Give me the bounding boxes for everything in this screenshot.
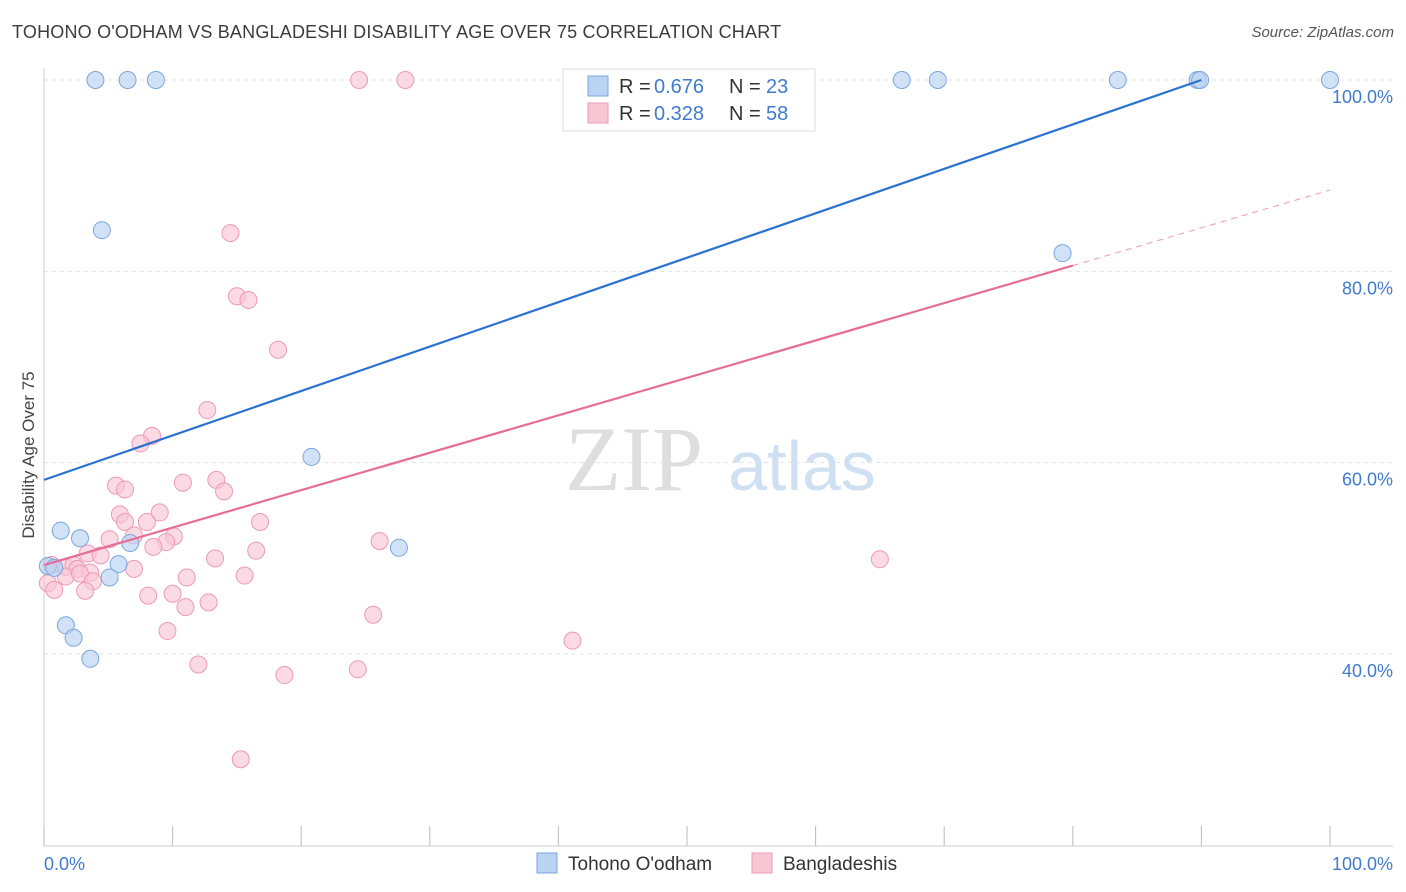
- legend-r-value-pink: 0.328: [654, 103, 704, 125]
- watermark-zip: ZIP: [565, 408, 703, 510]
- bangladeshi-point: [116, 512, 135, 531]
- bangladeshi-point: [870, 550, 889, 569]
- bangladeshi-point: [275, 666, 294, 685]
- bangladeshi-point: [348, 660, 367, 679]
- source-label: Source: ZipAtlas.com: [1251, 24, 1394, 41]
- tohono-point: [64, 628, 83, 647]
- bangladeshi-point: [350, 71, 369, 89]
- bangladeshi-point: [189, 655, 208, 674]
- y-tick-label-60: 60.0%: [1342, 470, 1393, 490]
- bangladeshi-point: [150, 503, 169, 522]
- bangladeshi-point: [251, 512, 270, 531]
- bangladeshi-trend-extension: [1072, 189, 1331, 267]
- bangladeshi-point: [45, 580, 64, 599]
- bangladeshi-point: [137, 512, 156, 531]
- tohono-point: [109, 555, 128, 574]
- bangladeshi-point: [199, 593, 218, 612]
- y-axis-label: Disability Age Over 75: [19, 371, 38, 538]
- bangladeshi-point: [76, 581, 95, 600]
- bangladeshi-trend-line: [43, 264, 1074, 567]
- tohono-point: [928, 71, 947, 89]
- x-tick-max: 100.0%: [1332, 854, 1393, 874]
- legend-r-value-blue: 0.676: [654, 76, 704, 98]
- bangladeshi-point: [396, 71, 415, 89]
- chart-title: TOHONO O'ODHAM VS BANGLADESHI DISABILITY…: [12, 22, 782, 42]
- tohono-trend-line: [43, 78, 1202, 481]
- tohono-point: [1053, 244, 1072, 263]
- bangladeshi-point: [139, 586, 158, 605]
- tohono-point: [118, 71, 137, 89]
- tohono-point: [92, 221, 111, 240]
- stats-legend: R = 0.676 N = 23 R = 0.328 N = 58: [562, 68, 816, 132]
- legend-r-label-pink: R =: [619, 103, 651, 125]
- tohono-point: [71, 529, 90, 548]
- axes: [43, 68, 1393, 847]
- legend-n-value-pink: 58: [766, 103, 788, 125]
- tohono-point: [1108, 71, 1127, 89]
- bangladeshi-point: [177, 568, 196, 587]
- bangladeshi-point: [163, 584, 182, 603]
- tohono-point: [146, 71, 165, 89]
- y-tick-labels: 40.0% 60.0% 80.0% 100.0%: [1332, 87, 1393, 681]
- bangladeshi-point: [91, 546, 110, 565]
- legend-r-label-blue: R =: [619, 76, 651, 98]
- data-points: [38, 71, 1339, 769]
- tohono-point: [86, 71, 105, 89]
- tohono-point: [1321, 71, 1339, 89]
- tohono-point: [302, 447, 321, 466]
- bangladeshi-point: [176, 598, 195, 617]
- bangladeshi-point: [239, 291, 258, 310]
- bangladeshi-point: [247, 541, 266, 560]
- bangladeshi-point: [144, 537, 163, 556]
- tohono-point: [389, 538, 408, 557]
- watermark: ZIP atlas: [565, 408, 876, 510]
- series-legend-tohono: Tohono O'odham: [568, 854, 712, 875]
- bangladeshi-point: [173, 473, 192, 492]
- bangladeshi-point: [235, 566, 254, 585]
- legend-swatch-pink: [587, 102, 609, 124]
- series-legend-swatch-tohono: [536, 852, 558, 874]
- bangladeshi-point: [364, 605, 383, 624]
- tohono-point: [892, 71, 911, 89]
- x-tick-min: 0.0%: [44, 854, 85, 874]
- bangladeshi-point: [125, 559, 144, 578]
- y-tick-label-80: 80.0%: [1342, 278, 1393, 298]
- series-legend: Tohono O'odham Bangladeshis: [536, 852, 897, 875]
- series-legend-swatch-bangladeshis: [751, 852, 773, 874]
- legend-n-label-blue: N =: [729, 76, 761, 98]
- legend-swatch-blue: [587, 75, 609, 97]
- series-legend-bangladeshis: Bangladeshis: [783, 854, 897, 875]
- y-tick-label-100: 100.0%: [1332, 87, 1393, 107]
- bangladeshi-point: [370, 532, 389, 551]
- bangladeshi-point: [198, 401, 217, 420]
- bangladeshi-point: [158, 622, 177, 641]
- trend-lines: [43, 78, 1331, 567]
- bangladeshi-point: [215, 482, 234, 501]
- tohono-point: [100, 568, 119, 587]
- legend-n-value-blue: 23: [766, 76, 788, 98]
- y-tick-label-40: 40.0%: [1342, 661, 1393, 681]
- tohono-point: [81, 649, 100, 668]
- bangladeshi-point: [269, 340, 288, 359]
- bangladeshi-point: [100, 530, 119, 549]
- bangladeshi-point: [231, 750, 250, 769]
- bangladeshi-point: [116, 480, 135, 499]
- bangladeshi-point: [221, 224, 240, 243]
- bangladeshi-point: [206, 549, 225, 568]
- bangladeshi-point: [563, 631, 582, 650]
- tohono-point: [51, 521, 70, 540]
- legend-n-label-pink: N =: [729, 103, 761, 125]
- watermark-atlas: atlas: [728, 427, 876, 505]
